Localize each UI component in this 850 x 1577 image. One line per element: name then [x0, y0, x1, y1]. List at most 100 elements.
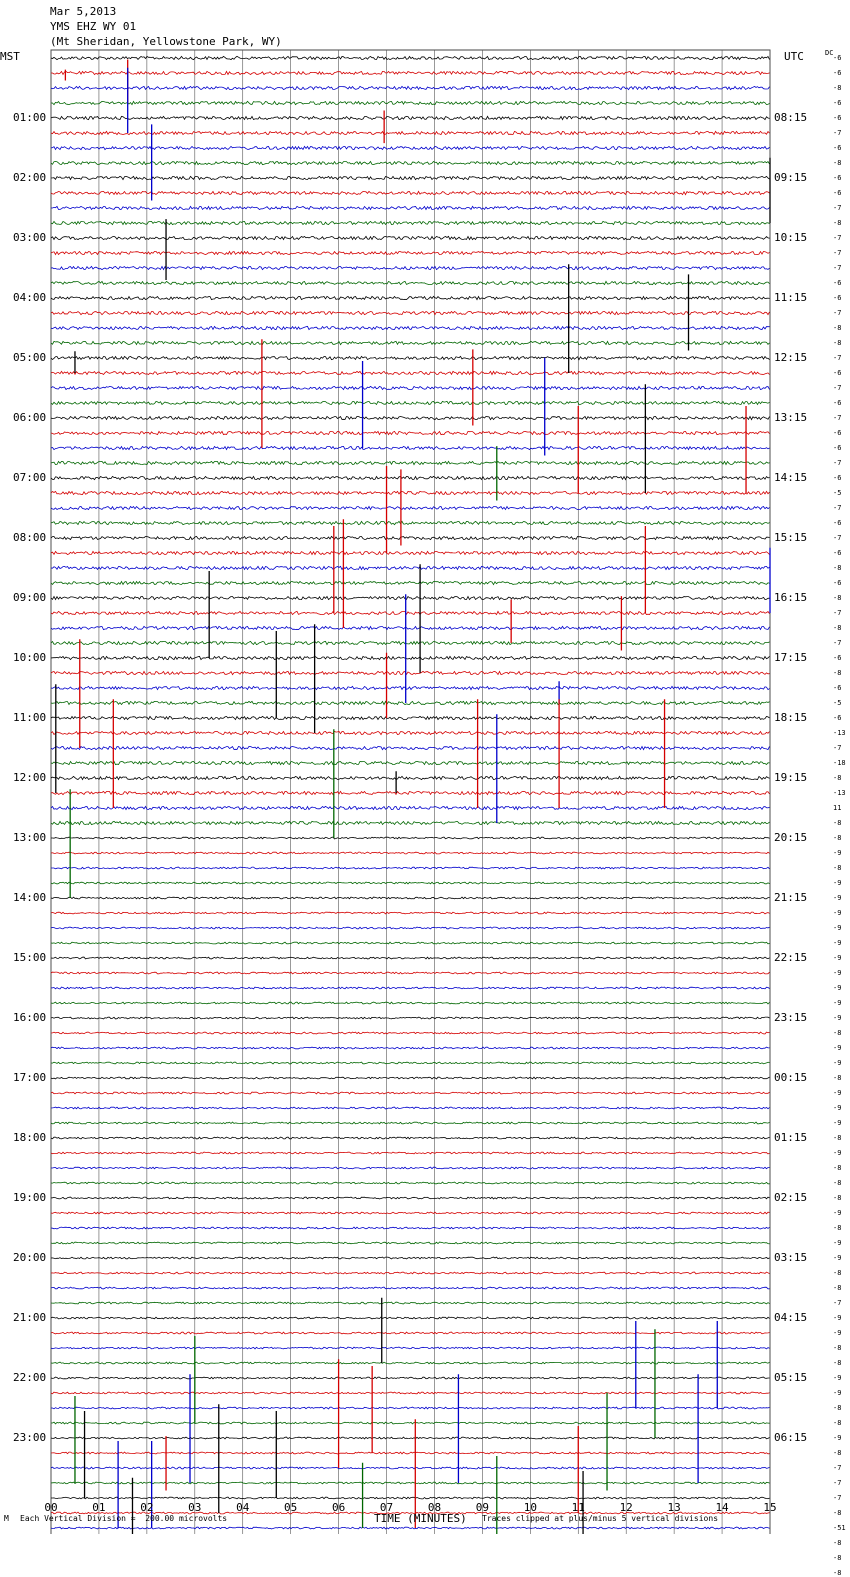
- dc-offset-value: -7: [833, 234, 842, 242]
- dc-offset-value: -9: [833, 909, 842, 917]
- trace-line: [50, 505, 770, 511]
- trace-line: [50, 1016, 770, 1020]
- x-tick-label: 04: [236, 1501, 250, 1514]
- trace-line: [50, 355, 770, 361]
- dc-offset-value: -8: [833, 1554, 842, 1562]
- trace-line: [50, 115, 770, 121]
- trace-line: [50, 1061, 770, 1065]
- left-tick-label: 04:00: [13, 291, 47, 304]
- trace-line: [50, 1511, 770, 1515]
- trace-line: [50, 1361, 770, 1365]
- trace-line: [51, 1166, 770, 1170]
- dc-offset-value: -8: [833, 1179, 842, 1187]
- dc-offset-value: -51: [833, 1524, 846, 1532]
- x-tick-label: 13: [667, 1501, 681, 1514]
- dc-offset-value: -8: [833, 624, 842, 632]
- dc-offset-value: -6: [833, 279, 842, 287]
- trace-line: [50, 385, 770, 391]
- trace-line: [50, 310, 770, 316]
- dc-offset-value: -8: [833, 594, 842, 602]
- footer-mark: M: [4, 1514, 9, 1523]
- left-tick-label: 23:00: [13, 1431, 47, 1444]
- trace-line: [50, 625, 770, 631]
- trace-line: [50, 520, 770, 526]
- right-tick-label: 22:15: [774, 951, 808, 964]
- left-tick-label: 02:00: [13, 171, 47, 184]
- trace-line: [50, 325, 770, 331]
- dc-offset-value: -6: [833, 519, 842, 527]
- dc-offset-value: -8: [833, 819, 842, 827]
- trace-line: [50, 490, 770, 496]
- dc-offset-value: -6: [833, 54, 842, 62]
- trace-line: [50, 55, 770, 61]
- trace-line: [50, 1121, 770, 1125]
- trace-line: [50, 1391, 770, 1395]
- left-tick-label: 08:00: [13, 531, 47, 544]
- trace-line: [51, 1496, 770, 1500]
- dc-offset-value: -9: [833, 1149, 842, 1157]
- trace-line: [50, 1031, 770, 1035]
- dc-offset-value: -8: [833, 1224, 842, 1232]
- right-tick-label: 13:15: [774, 411, 808, 424]
- dc-offset-value: -8: [833, 1404, 842, 1412]
- dc-offset-value: -9: [833, 924, 842, 932]
- left-tick-label: 06:00: [13, 411, 47, 424]
- dc-offset-value: -7: [833, 204, 842, 212]
- right-tick-label: 02:15: [774, 1191, 808, 1204]
- right-tick-label: 20:15: [774, 831, 808, 844]
- dc-offset-value: -9: [833, 1089, 842, 1097]
- dc-offset-value: -8: [833, 219, 842, 227]
- left-tick-label: 12:00: [13, 771, 47, 784]
- dc-offset-value: -8: [833, 159, 842, 167]
- right-tick-label: 04:15: [774, 1311, 808, 1324]
- right-tick-label: 19:15: [774, 771, 808, 784]
- trace-line: [51, 836, 770, 840]
- trace-line: [50, 1226, 770, 1230]
- right-tick-label: 08:15: [774, 111, 808, 124]
- x-tick-label: 06: [331, 1501, 346, 1514]
- dc-offset-value: -8: [833, 1419, 842, 1427]
- dc-offset-value: -6: [833, 444, 842, 452]
- trace-line: [50, 85, 770, 91]
- dc-offset-value: -5: [833, 489, 842, 497]
- trace-line: [50, 1316, 770, 1320]
- trace-line: [51, 205, 770, 211]
- trace-line: [50, 790, 770, 796]
- right-tick-label: 16:15: [774, 591, 808, 604]
- x-tick-label: 02: [140, 1501, 154, 1514]
- left-tick-label: 07:00: [13, 471, 47, 484]
- dc-offset-value: -9: [833, 1059, 842, 1067]
- dc-offset-value: -7: [833, 264, 842, 272]
- trace-line: [50, 130, 770, 136]
- dc-offset-value: -8: [833, 1029, 842, 1037]
- trace-line: [50, 1256, 770, 1260]
- right-tick-label: 00:15: [774, 1071, 808, 1084]
- trace-line: [50, 1091, 770, 1095]
- trace-line: [50, 1001, 770, 1005]
- trace-line: [50, 415, 770, 421]
- header-station: YMS EHZ WY 01: [50, 20, 137, 33]
- dc-offset-value: -8: [833, 1074, 842, 1082]
- dc-offset-value: -8: [833, 864, 842, 872]
- right-timezone-label: UTC: [784, 50, 804, 63]
- trace-line: [50, 280, 770, 286]
- left-timezone-label: MST: [0, 50, 20, 63]
- trace-line: [50, 160, 770, 166]
- right-tick-label: 09:15: [774, 171, 808, 184]
- dc-offset-value: -6: [833, 144, 842, 152]
- trace-line: [50, 760, 770, 766]
- dc-offset-value: -8: [833, 1134, 842, 1142]
- trace-line: [51, 100, 770, 106]
- left-tick-label: 10:00: [13, 651, 47, 664]
- trace-line: [51, 1421, 770, 1425]
- left-tick-label: 09:00: [13, 591, 47, 604]
- trace-line: [50, 700, 770, 706]
- trace-line: [50, 1331, 770, 1335]
- dc-offset-value: -6: [833, 654, 842, 662]
- left-tick-label: 13:00: [13, 831, 47, 844]
- dc-offset-value: -8: [833, 339, 842, 347]
- dc-offset-value: -9: [833, 1254, 842, 1262]
- x-tick-label: 15: [763, 1501, 777, 1514]
- trace-line: [50, 655, 770, 661]
- dc-offset-value: -7: [833, 504, 842, 512]
